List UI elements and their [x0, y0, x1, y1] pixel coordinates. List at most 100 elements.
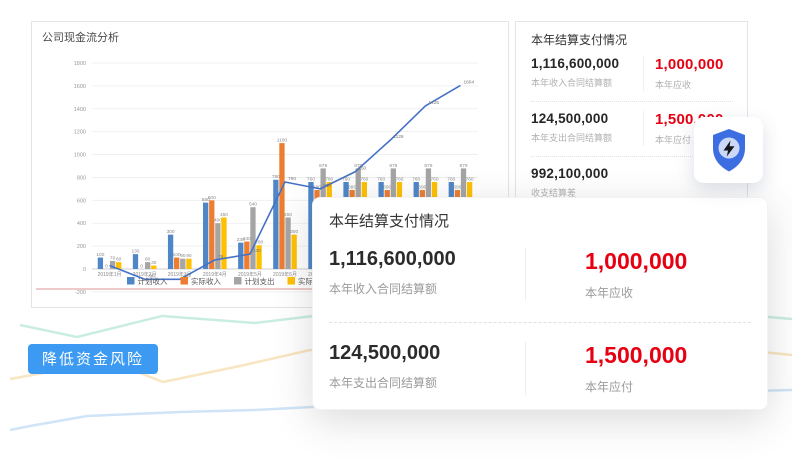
settlement-row-balance: 992,100,000 收支结算差	[531, 166, 733, 199]
svg-text:879: 879	[389, 163, 397, 169]
svg-text:1200: 1200	[74, 130, 86, 136]
svg-text:600: 600	[77, 198, 86, 204]
svg-text:760: 760	[307, 177, 315, 183]
svg-text:1600: 1600	[74, 84, 86, 90]
svg-text:0: 0	[105, 264, 108, 270]
svg-text:240: 240	[243, 236, 251, 242]
svg-text:70: 70	[110, 255, 116, 261]
svg-text:100: 100	[96, 252, 104, 258]
svg-text:450: 450	[284, 212, 292, 218]
risk-tag[interactable]: 降低资金风险	[28, 344, 159, 374]
svg-text:760: 760	[431, 177, 439, 183]
svg-text:690: 690	[453, 185, 461, 191]
svg-text:200: 200	[77, 244, 86, 250]
svg-text:690: 690	[418, 185, 426, 191]
svg-text:1425: 1425	[428, 100, 439, 106]
payable-label: 本年应付	[655, 135, 692, 145]
svg-text:2019年4月: 2019年4月	[203, 271, 227, 278]
shield-badge[interactable]	[694, 117, 763, 183]
popup-income-settlement-value: 1,116,600,000	[329, 248, 456, 270]
svg-text:2019年3月: 2019年3月	[168, 271, 192, 278]
svg-text:300: 300	[167, 229, 175, 235]
svg-text:79: 79	[218, 254, 224, 260]
svg-text:600: 600	[208, 195, 216, 201]
svg-text:1000: 1000	[74, 153, 86, 159]
income-settlement-value: 1,116,600,000	[531, 56, 620, 71]
svg-text:760: 760	[325, 177, 333, 183]
svg-text:760: 760	[447, 177, 455, 183]
svg-text:800: 800	[77, 175, 86, 181]
popup-payable-label: 本年应付	[585, 380, 634, 394]
svg-text:60: 60	[145, 257, 151, 263]
svg-text:760: 760	[342, 177, 350, 183]
receivable-value: 1,000,000	[655, 56, 724, 73]
svg-text:850: 850	[358, 166, 366, 172]
svg-text:90: 90	[180, 253, 186, 259]
svg-text:760: 760	[395, 177, 403, 183]
svg-text:-90: -90	[148, 273, 155, 279]
svg-text:0: 0	[140, 264, 143, 270]
settlement-popup: 本年结算支付情况 1,116,600,000 本年收入合同结算额 1,000,0…	[312, 197, 768, 410]
settlement-row-income: 1,116,600,000 本年收入合同结算额 1,000,000 本年应收	[531, 56, 733, 91]
expense-settlement-value: 124,500,000	[531, 111, 609, 126]
svg-text:208: 208	[255, 240, 263, 246]
svg-text:760: 760	[288, 176, 296, 182]
svg-text:计划支出: 计划支出	[245, 276, 275, 286]
svg-text:60: 60	[116, 257, 122, 263]
svg-text:0: 0	[83, 267, 86, 273]
popup-row-expense: 124,500,000 本年支出合同结算额 1,500,000 本年应付	[329, 342, 751, 395]
svg-text:-90: -90	[183, 273, 190, 279]
popup-expense-settlement-value: 124,500,000	[329, 342, 441, 364]
shield-icon	[712, 129, 745, 172]
cashflow-card: 公司现金流分析 1800 1600 1400 1200 1000 800 600 400 200…	[31, 21, 509, 308]
svg-text:700: 700	[323, 183, 331, 189]
svg-text:760: 760	[466, 177, 474, 183]
popup-payable-value: 1,500,000	[585, 342, 688, 368]
svg-text:690: 690	[383, 185, 391, 191]
svg-text:1800: 1800	[74, 61, 86, 67]
svg-text:230: 230	[237, 237, 245, 243]
svg-text:-200: -200	[75, 290, 86, 296]
svg-text:879: 879	[354, 163, 362, 169]
svg-text:540: 540	[249, 202, 257, 208]
svg-text:780: 780	[272, 174, 280, 180]
popup-divider	[329, 322, 751, 323]
svg-text:90: 90	[186, 253, 192, 259]
svg-text:2019年6月: 2019年6月	[273, 271, 297, 278]
popup-receivable-label: 本年应收	[585, 286, 634, 300]
svg-text:879: 879	[424, 163, 432, 169]
svg-text:1126: 1126	[393, 134, 404, 140]
income-settlement-label: 本年收入合同结算额	[531, 78, 613, 88]
panel-divider	[531, 156, 733, 157]
popup-receivable-value: 1,000,000	[585, 248, 688, 274]
balance-value: 992,100,000	[531, 166, 609, 181]
svg-text:879: 879	[319, 163, 327, 169]
cashflow-card-title: 公司现金流分析	[42, 32, 119, 44]
balance-label: 收支结算差	[531, 188, 577, 198]
svg-text:130: 130	[253, 248, 261, 254]
svg-text:1100: 1100	[277, 138, 288, 144]
panel-divider	[531, 101, 733, 102]
svg-text:2019年2月: 2019年2月	[133, 271, 157, 278]
popup-row-income: 1,116,600,000 本年收入合同结算额 1,000,000 本年应收	[329, 248, 751, 301]
expense-settlement-label: 本年支出合同结算额	[531, 133, 613, 143]
svg-text:760: 760	[377, 177, 385, 183]
svg-text:2019年5月: 2019年5月	[238, 271, 262, 278]
svg-text:100: 100	[173, 252, 181, 258]
svg-text:760: 760	[412, 177, 420, 183]
svg-text:760: 760	[360, 177, 368, 183]
svg-text:计划收入: 计划收入	[138, 276, 168, 286]
svg-text:2019年1月: 2019年1月	[98, 271, 122, 278]
svg-text:实际收入: 实际收入	[191, 276, 221, 286]
svg-text:450: 450	[220, 212, 228, 218]
svg-text:30: 30	[151, 260, 157, 266]
svg-text:1604: 1604	[463, 79, 474, 85]
svg-text:400: 400	[77, 221, 86, 227]
svg-text:690: 690	[348, 185, 356, 191]
settlement-panel-title: 本年结算支付情况	[531, 33, 628, 47]
popup-expense-settlement-label: 本年支出合同结算额	[329, 376, 438, 390]
svg-text:879: 879	[459, 163, 467, 169]
svg-text:1400: 1400	[74, 107, 86, 113]
svg-text:580: 580	[202, 197, 210, 203]
popup-income-settlement-label: 本年收入合同结算额	[329, 282, 438, 296]
